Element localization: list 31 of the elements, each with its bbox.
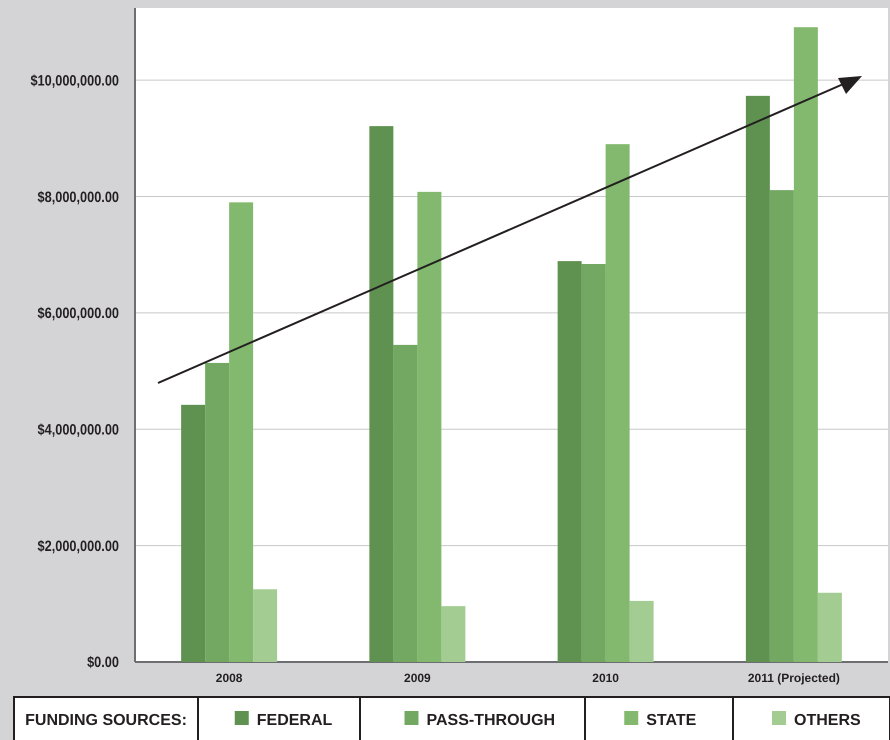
bar: [582, 264, 606, 662]
bar: [630, 600, 654, 662]
legend-label: STATE: [646, 712, 697, 729]
bar: [558, 261, 582, 662]
legend-label: PASS-THROUGH: [426, 712, 556, 729]
bar: [770, 190, 794, 662]
legend-title: FUNDING SOURCES:: [25, 712, 187, 729]
bar: [393, 344, 418, 662]
y-tick-label: $8,000,000.00: [38, 188, 120, 205]
legend-label: OTHERS: [794, 712, 861, 729]
legend-label: FEDERAL: [256, 712, 333, 729]
y-tick-label: $6,000,000.00: [38, 304, 120, 322]
bar: [746, 96, 770, 662]
bar: [818, 592, 842, 662]
bar: [369, 126, 394, 662]
x-tick-label: 2010: [592, 671, 620, 685]
y-tick-label: $10,000,000.00: [30, 71, 120, 89]
bar: [229, 202, 254, 662]
x-tick-label: 2009: [404, 671, 432, 685]
bar: [441, 606, 466, 662]
bar: [253, 589, 278, 662]
y-tick-label: $4,000,000.00: [38, 420, 120, 438]
x-tick-label: 2011 (Projected): [748, 671, 840, 685]
bar: [205, 362, 230, 662]
bar: [417, 192, 442, 662]
x-tick-label: 2008: [216, 671, 243, 685]
y-tick-label: $2,000,000.00: [38, 536, 120, 554]
bar: [181, 404, 206, 662]
y-tick-label: $0.00: [87, 653, 120, 670]
bar: [606, 144, 630, 662]
bar: [794, 27, 818, 662]
